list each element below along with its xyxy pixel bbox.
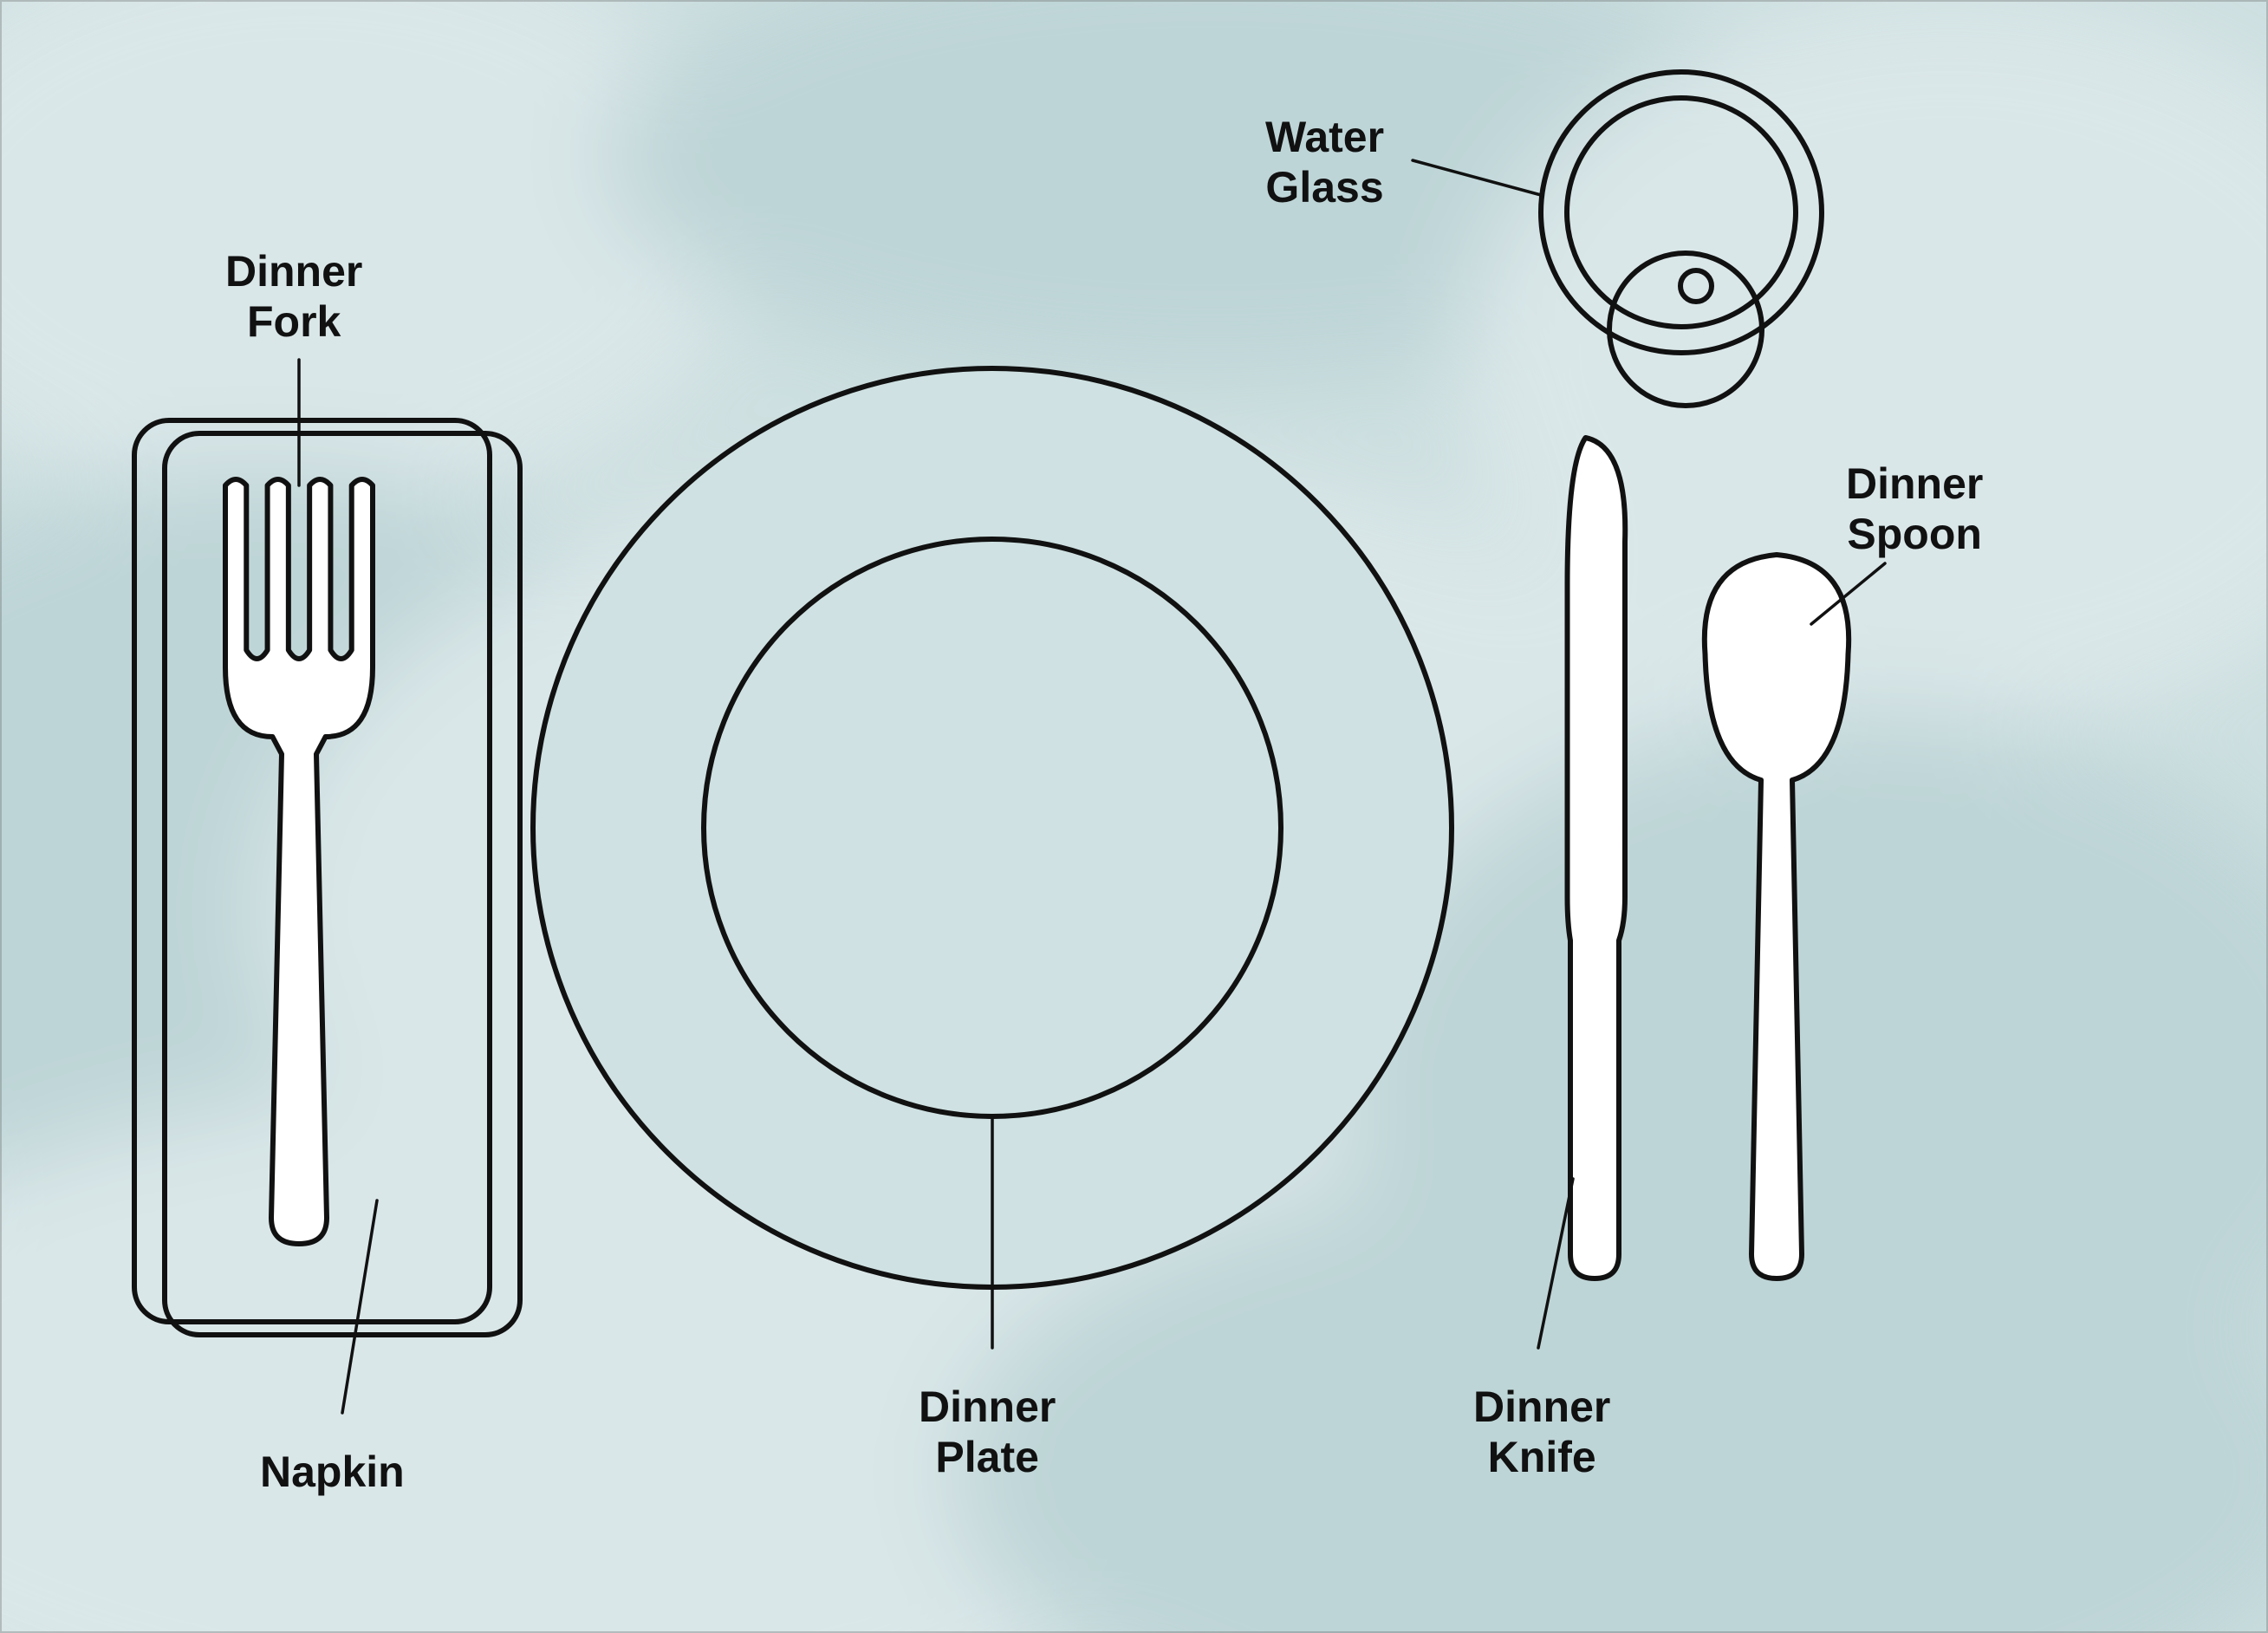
dinner-fork-label: Dinner Fork — [225, 247, 362, 347]
napkin-label: Napkin — [260, 1448, 405, 1498]
dinner-knife-label: Dinner Knife — [1473, 1383, 1610, 1482]
water-glass-label: Water Glass — [1265, 113, 1384, 212]
dinner-spoon-label: Dinner Spoon — [1846, 459, 1983, 559]
dinner-knife — [1568, 438, 1626, 1278]
dinner-plate-label: Dinner Plate — [919, 1383, 1056, 1482]
